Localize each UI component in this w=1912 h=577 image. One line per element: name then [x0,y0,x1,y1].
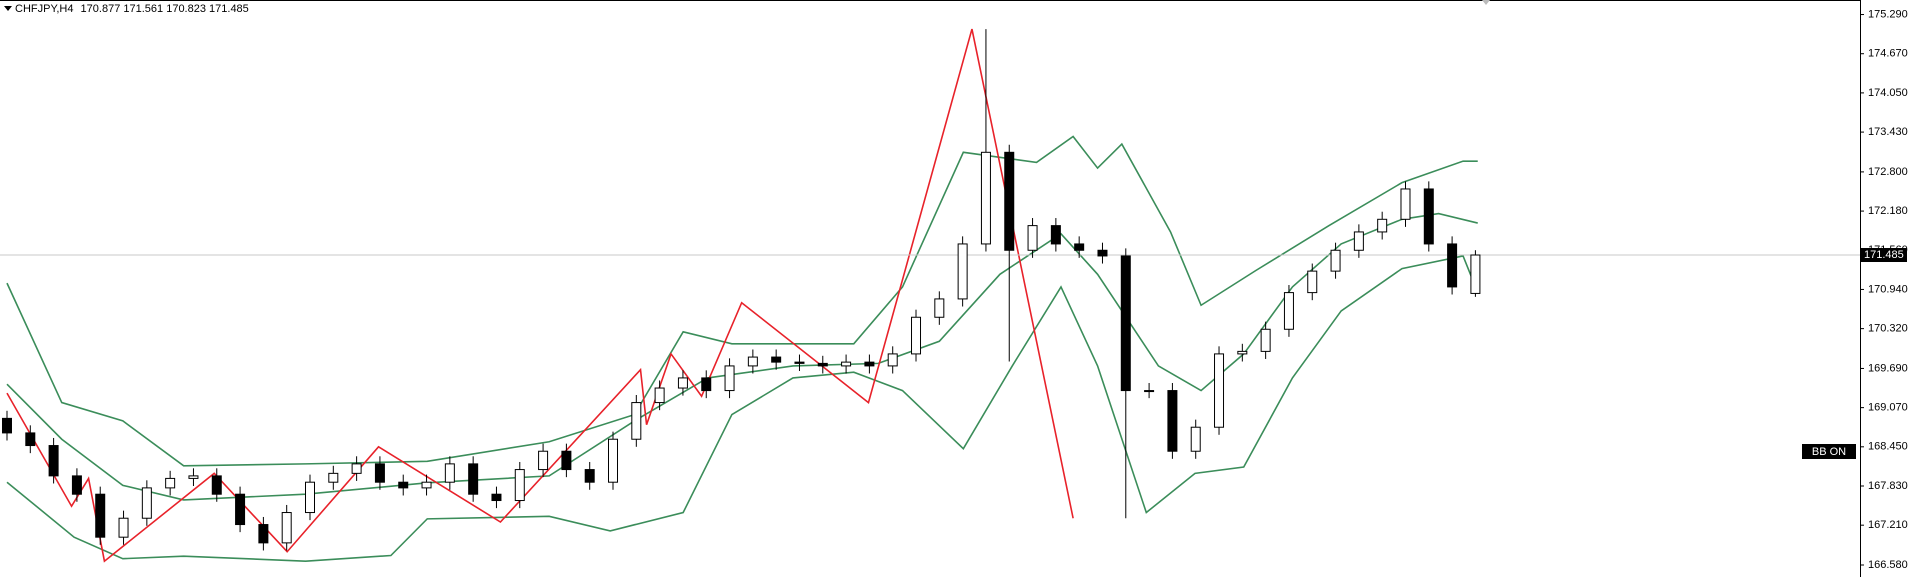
candle-body [468,463,479,495]
y-tick-label: 169.690 [1868,362,1908,374]
y-tick-label: 170.320 [1868,323,1908,335]
candle-body [421,481,432,489]
candle-body [1027,225,1038,251]
candle-body [235,493,246,526]
candle-body [538,450,549,471]
candle-body [141,487,152,519]
header-low: 170.823 [166,3,206,15]
header-open: 170.877 [81,3,121,15]
candle-body [1144,390,1155,393]
candle-body [561,450,572,471]
current-price-box [1861,248,1907,263]
candle-body [211,475,222,495]
candle-body [1283,292,1294,330]
candle-body [305,481,315,514]
band-line [6,255,1479,563]
candle-body [1353,231,1364,251]
candle-body [701,377,712,392]
candle-body [258,524,269,544]
candle-body [817,362,828,367]
candle-body [1260,328,1271,352]
candle-body [1214,353,1225,428]
candle-body [71,475,82,495]
candle-body [25,432,36,447]
candle-body [48,445,59,477]
candle-body [1097,249,1108,257]
candle-body [841,361,852,367]
y-tick-label: 174.670 [1868,48,1908,60]
y-tick-label: 166.580 [1868,559,1908,571]
candle-body [165,477,176,489]
candle-body [1400,188,1411,220]
candle-body [980,151,991,245]
y-tick-label: 172.800 [1868,166,1908,178]
candle-body [1,417,12,434]
header-arrow [4,6,12,11]
y-tick-label: 174.050 [1868,87,1908,99]
shift-marker [1482,0,1490,5]
y-tick-label: 167.210 [1868,519,1908,531]
candle-body [584,469,595,483]
candle-body [1447,243,1458,288]
candle-body [351,463,362,474]
header: CHFJPY,H4 170.877 171.561 170.823 171.48… [15,3,249,15]
badge-box [1802,444,1856,459]
symbol: CHFJPY,H4 [15,3,73,15]
candle-body [677,377,688,389]
candle-body [1074,243,1085,251]
candle-body [887,353,898,367]
candle-body [864,361,875,367]
candle-body [794,361,805,364]
candle-body [118,517,129,538]
badge: BB ON [1812,446,1846,458]
candle-body [95,493,106,538]
candle-body [514,469,525,502]
candle-body [188,475,199,479]
y-tick-label: 170.940 [1868,283,1908,295]
y-tick-label: 168.450 [1868,441,1908,453]
candle-body [374,463,385,483]
candle-body [1330,249,1341,272]
candle-body [724,365,735,392]
candle-body [1307,270,1318,294]
current-price-label: 171.485 [1864,249,1904,261]
candle-body [1237,350,1248,355]
candle-body [1167,390,1178,452]
candle-body [328,472,339,483]
candle-body [1190,426,1201,452]
y-tick-label: 175.290 [1868,8,1908,20]
candle-body [281,512,292,544]
candle-body [444,463,455,483]
band-line [6,135,1478,467]
y-tick-label: 169.070 [1868,402,1908,414]
candle-body [631,402,642,440]
candle-body [771,356,782,363]
header-close: 171.485 [209,3,249,15]
candle-body [934,298,945,318]
y-tick-label: 173.430 [1868,126,1908,138]
candle-body [608,438,619,483]
candle-body [491,493,502,502]
candle-body [1423,188,1434,245]
candle-body [747,356,758,367]
y-tick-label: 167.830 [1868,480,1908,492]
candle-body [1470,254,1481,294]
candle-body [1050,225,1061,245]
y-tick-label: 172.180 [1868,205,1908,217]
candle-body [957,243,968,300]
candle-body [1004,151,1015,251]
candle-body [1120,255,1131,392]
candle-body [654,387,665,404]
candle-body [398,481,409,489]
header-high: 171.561 [123,3,163,15]
candle-body [911,316,922,355]
candle-body [1377,218,1388,233]
